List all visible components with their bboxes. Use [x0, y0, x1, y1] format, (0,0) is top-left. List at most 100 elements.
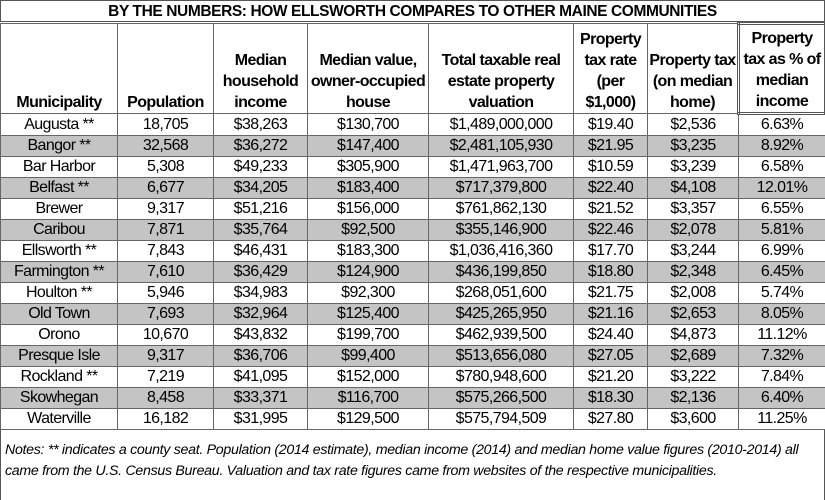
municipality-cell: Orono	[0, 324, 118, 346]
municipality-cell: Farmington **	[0, 261, 118, 283]
table-cell: $41,095	[213, 366, 308, 388]
municipality-cell: Presque Isle	[0, 345, 118, 367]
table-row: Brewer 9,317 $51,216 $156,000 $761,862,130 $2…	[0, 198, 825, 220]
table-row: Presque Isle 9,317 $36,706 $99,400 $513,656,…	[0, 345, 825, 367]
table-cell: 7,693	[117, 303, 214, 325]
table-cell: $1,471,963,700	[428, 156, 574, 178]
municipality-cell: Bar Harbor	[0, 156, 118, 178]
table-cell: $22.40	[573, 177, 648, 199]
table-cell: $36,429	[213, 261, 308, 283]
table-cell: $34,983	[213, 282, 308, 304]
table-cell: $575,794,509	[428, 408, 574, 430]
table-row: Caribou 7,871 $35,764 $92,500 $355,146,900 $2…	[0, 219, 825, 241]
table-cell: $125,400	[307, 303, 429, 325]
table-title: BY THE NUMBERS: HOW ELLSWORTH COMPARES T…	[0, 0, 825, 22]
table-cell: $49,233	[213, 156, 308, 178]
table-cell: $3,357	[647, 198, 739, 220]
table-cell: $199,700	[307, 324, 429, 346]
table-cell: $355,146,900	[428, 219, 574, 241]
table-cell: $18.80	[573, 261, 648, 283]
column-header: Median value, owner-occupied house	[307, 23, 429, 114]
table-cell: $3,239	[647, 156, 739, 178]
table-cell: $36,272	[213, 135, 308, 157]
table-cell: $33,371	[213, 387, 308, 409]
table-cell: $147,400	[307, 135, 429, 157]
table-cell: $10.59	[573, 156, 648, 178]
table-cell: $3,600	[647, 408, 739, 430]
municipality-cell: Waterville	[0, 408, 118, 430]
table-cell: 6.40%	[738, 387, 825, 409]
table-cell: 32,568	[117, 135, 214, 157]
table-row: Augusta ** 18,705 $38,263 $130,700 $1,489,00…	[0, 113, 825, 136]
table-cell: $51,216	[213, 198, 308, 220]
table-row: Bar Harbor 5,308 $49,233 $305,900 $1,471,963…	[0, 156, 825, 178]
municipality-cell: Rockland **	[0, 366, 118, 388]
table-cell: 10,670	[117, 324, 214, 346]
table-cell: 6.99%	[738, 240, 825, 262]
table-cell: 16,182	[117, 408, 214, 430]
table-cell: $21.75	[573, 282, 648, 304]
table-row: Houlton ** 5,946 $34,983 $92,300 $268,051,60…	[0, 282, 825, 304]
table-cell: $27.80	[573, 408, 648, 430]
table-cell: $2,536	[647, 113, 739, 136]
table-cell: $32,964	[213, 303, 308, 325]
column-header: Property tax (on median home)	[647, 23, 739, 114]
table-cell: $462,939,500	[428, 324, 574, 346]
table-cell: $27.05	[573, 345, 648, 367]
table-cell: $152,000	[307, 366, 429, 388]
table-cell: $18.30	[573, 387, 648, 409]
table-cell: 8.92%	[738, 135, 825, 157]
table-cell: 9,317	[117, 198, 214, 220]
table-row: Bangor ** 32,568 $36,272 $147,400 $2,481,105…	[0, 135, 825, 157]
municipality-cell: Augusta **	[0, 113, 118, 136]
table-cell: $92,300	[307, 282, 429, 304]
table-cell: 7,871	[117, 219, 214, 241]
table-cell: $99,400	[307, 345, 429, 367]
table-cell: $1,489,000,000	[428, 113, 574, 136]
municipality-cell: Brewer	[0, 198, 118, 220]
table-cell: $2,136	[647, 387, 739, 409]
column-header: Median household income	[213, 23, 308, 114]
table-cell: $183,400	[307, 177, 429, 199]
table-row: Orono 10,670 $43,832 $199,700 $462,939,500 $2…	[0, 324, 825, 346]
table-cell: $183,300	[307, 240, 429, 262]
table-cell: 6.58%	[738, 156, 825, 178]
municipality-cell: Ellsworth **	[0, 240, 118, 262]
table-cell: 6.55%	[738, 198, 825, 220]
table-cell: $124,900	[307, 261, 429, 283]
column-header: Property tax as % of median income	[737, 22, 825, 115]
table-cell: $575,266,500	[428, 387, 574, 409]
table-cell: $436,199,850	[428, 261, 574, 283]
table-cell: $3,235	[647, 135, 739, 157]
table-cell: $34,205	[213, 177, 308, 199]
table-cell: $43,832	[213, 324, 308, 346]
notes: Notes: ** indicates a county seat. Popul…	[0, 430, 825, 500]
table-cell: 11.12%	[738, 324, 825, 346]
table-cell: 7,219	[117, 366, 214, 388]
municipality-cell: Caribou	[0, 219, 118, 241]
column-header: Total taxable real estate property valua…	[428, 23, 574, 114]
table-cell: $717,379,800	[428, 177, 574, 199]
header-row: Municipality Population Median household i…	[0, 22, 825, 115]
table-cell: 7.32%	[738, 345, 825, 367]
table-cell: $2,348	[647, 261, 739, 283]
table-cell: 5.81%	[738, 219, 825, 241]
column-header: Population	[117, 23, 214, 114]
table-row: Old Town 7,693 $32,964 $125,400 $425,265,950…	[0, 303, 825, 325]
table-cell: $156,000	[307, 198, 429, 220]
data-table: Municipality Population Median household i…	[0, 22, 825, 430]
table-cell: $425,265,950	[428, 303, 574, 325]
table-cell: $4,108	[647, 177, 739, 199]
table-row: Waterville 16,182 $31,995 $129,500 $575,794,…	[0, 408, 825, 430]
table-cell: $36,706	[213, 345, 308, 367]
table-cell: $130,700	[307, 113, 429, 136]
table-cell: 8,458	[117, 387, 214, 409]
municipality-cell: Skowhegan	[0, 387, 118, 409]
municipality-cell: Houlton **	[0, 282, 118, 304]
table-cell: $129,500	[307, 408, 429, 430]
table-cell: $268,051,600	[428, 282, 574, 304]
table-cell: $2,481,105,930	[428, 135, 574, 157]
table-cell: $21.16	[573, 303, 648, 325]
table-cell: $761,862,130	[428, 198, 574, 220]
